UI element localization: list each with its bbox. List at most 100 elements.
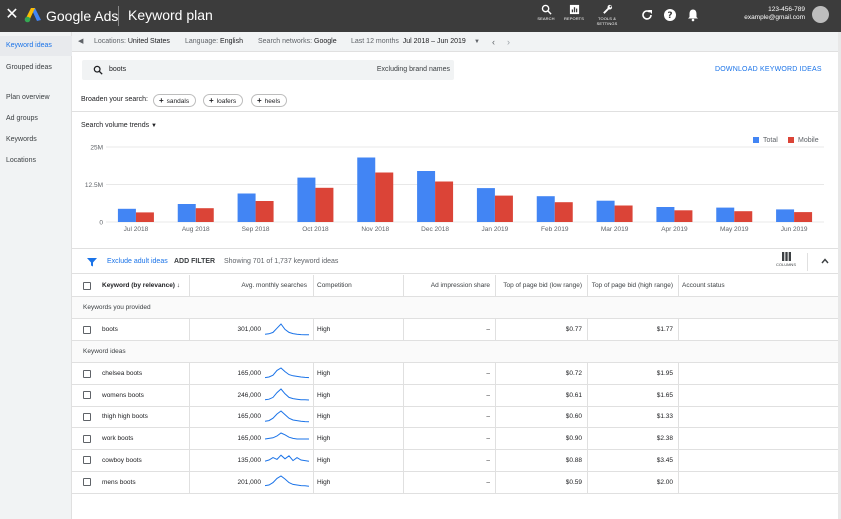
download-keyword-ideas-button[interactable]: DOWNLOAD KEYWORD IDEAS — [715, 66, 822, 73]
prev-period-icon[interactable]: ‹ — [492, 37, 495, 47]
broaden-chip-loafers[interactable]: + loafers — [203, 94, 244, 107]
bar-total — [476, 188, 495, 222]
top-bar: ✕ Google Ads Keyword plan SEARCH REPORTS… — [0, 0, 841, 32]
table-row: womens boots 246,000 High – $0.61 $1.65 — [72, 384, 838, 407]
sidebar-item-keywords[interactable]: Keywords — [6, 136, 37, 143]
column-divider — [495, 406, 496, 428]
column-divider — [403, 363, 404, 384]
column-divider — [189, 275, 190, 296]
x-tick-label: Feb 2019 — [541, 226, 569, 233]
tools-settings-button[interactable]: TOOLS & SETTINGS — [592, 4, 622, 26]
date-dropdown-icon[interactable]: ▼ — [474, 39, 480, 45]
x-tick-label: Apr 2019 — [661, 226, 688, 233]
sidebar-item-plan-overview[interactable]: Plan overview — [6, 94, 50, 101]
column-divider — [678, 428, 679, 450]
competition-cell: High — [317, 370, 331, 377]
exclude-adult-ideas[interactable]: Exclude adult ideas — [107, 258, 168, 265]
reports-button[interactable]: REPORTS — [559, 4, 589, 21]
collapse-sidebar-icon[interactable]: ◀ — [78, 38, 84, 45]
excluding-brand-names[interactable]: Excluding brand names — [376, 66, 450, 73]
locations-filter[interactable]: Locations: United States — [94, 32, 170, 52]
date-range-filter[interactable]: Last 12 months Jul 2018 – Jun 2019 — [351, 32, 466, 52]
next-period-icon[interactable]: › — [507, 37, 510, 47]
avg-searches-cell: 165,000 — [237, 435, 262, 443]
section-provided-keywords: Keywords you provided — [72, 297, 838, 319]
add-filter-button[interactable]: ADD FILTER — [174, 258, 216, 265]
language-filter[interactable]: Language: English — [185, 32, 243, 52]
sparkline-line — [265, 475, 309, 487]
filter-bar: ◀ Locations: United States Language: Eng… — [72, 32, 838, 52]
bar-total — [656, 207, 675, 222]
search-button[interactable]: SEARCH — [531, 4, 561, 21]
column-divider — [189, 449, 190, 471]
header-bid-low: Top of page bid (low range) — [503, 282, 582, 289]
scrollbar[interactable] — [838, 32, 841, 519]
row-checkbox[interactable] — [83, 319, 93, 340]
trend-sparkline — [265, 432, 309, 440]
x-tick-label: Aug 2018 — [182, 226, 210, 233]
bid-low-cell: $0.61 — [565, 391, 582, 399]
broaden-chip-sandals[interactable]: + sandals — [153, 94, 197, 107]
row-checkbox[interactable] — [83, 363, 93, 384]
sparkline-line — [265, 410, 309, 423]
close-icon[interactable]: ✕ — [5, 6, 19, 23]
column-divider — [189, 319, 190, 340]
row-checkbox[interactable] — [83, 406, 93, 427]
broaden-chip-heels[interactable]: + heels — [251, 94, 288, 107]
header-competition: Competition — [317, 282, 352, 289]
help-icon[interactable]: ? — [663, 8, 677, 22]
x-tick-label: Oct 2018 — [302, 226, 329, 233]
title-divider — [118, 6, 119, 26]
keyword-cell: thigh high boots — [102, 413, 148, 421]
x-tick-label: Jul 2018 — [124, 226, 149, 233]
header-ad-impression-share: Ad impression share — [430, 282, 490, 289]
networks-filter[interactable]: Search networks: Google — [258, 32, 337, 52]
column-divider — [587, 471, 588, 493]
column-divider — [189, 406, 190, 428]
keyword-search-box[interactable]: boots Excluding brand names — [82, 60, 454, 80]
sidebar-item-locations[interactable]: Locations — [6, 157, 36, 164]
column-divider — [189, 363, 190, 384]
sidebar-item-keyword-ideas[interactable]: Keyword ideas — [0, 36, 72, 56]
chip-label: loafers — [216, 98, 237, 105]
collapse-up-icon[interactable] — [821, 258, 829, 264]
competition-cell: High — [317, 435, 331, 443]
avg-searches-cell: 165,000 — [237, 370, 262, 377]
sidebar-item-ad-groups[interactable]: Ad groups — [6, 115, 38, 122]
row-checkbox[interactable] — [83, 385, 93, 406]
trend-sparkline — [265, 388, 309, 401]
checkbox-box — [83, 434, 91, 443]
refresh-icon[interactable] — [640, 8, 654, 22]
bar-mobile — [614, 205, 633, 222]
x-tick-label: Mar 2019 — [601, 226, 629, 233]
language-label: Language: — [185, 38, 219, 45]
column-divider — [678, 363, 679, 384]
row-checkbox[interactable] — [83, 472, 93, 493]
row-checkbox[interactable] — [83, 428, 93, 449]
column-divider — [495, 363, 496, 384]
row-checkbox[interactable] — [83, 275, 93, 296]
avatar[interactable] — [812, 6, 829, 23]
table-row: mens boots 201,000 High – $0.59 $2.00 — [72, 471, 838, 494]
column-divider — [495, 319, 496, 340]
filter-funnel-icon[interactable] — [87, 257, 97, 267]
checkbox-box — [83, 456, 91, 465]
bid-high-cell: $1.65 — [656, 391, 673, 399]
brand-name: Google Ads — [46, 8, 119, 24]
legend-total: Total — [753, 136, 778, 146]
row-checkbox[interactable] — [83, 450, 93, 471]
y-tick-label: 0 — [99, 220, 103, 227]
column-divider — [313, 471, 314, 493]
bar-total — [596, 200, 615, 222]
notifications-bell-icon[interactable] — [686, 8, 700, 22]
column-divider — [495, 471, 496, 493]
bid-low-cell: $0.60 — [565, 413, 582, 421]
columns-button[interactable]: COLUMNS — [773, 252, 799, 268]
bar-mobile — [315, 187, 334, 222]
trend-type-dropdown[interactable]: Search volume trends ▼ — [81, 121, 157, 131]
sidebar-item-grouped-ideas[interactable]: Grouped ideas — [6, 64, 52, 71]
impression-share-cell: – — [486, 370, 490, 377]
account-info[interactable]: 123-456-789 example@gmail.com — [744, 6, 805, 22]
search-query[interactable]: boots — [109, 66, 127, 73]
legend-swatch — [788, 137, 794, 143]
